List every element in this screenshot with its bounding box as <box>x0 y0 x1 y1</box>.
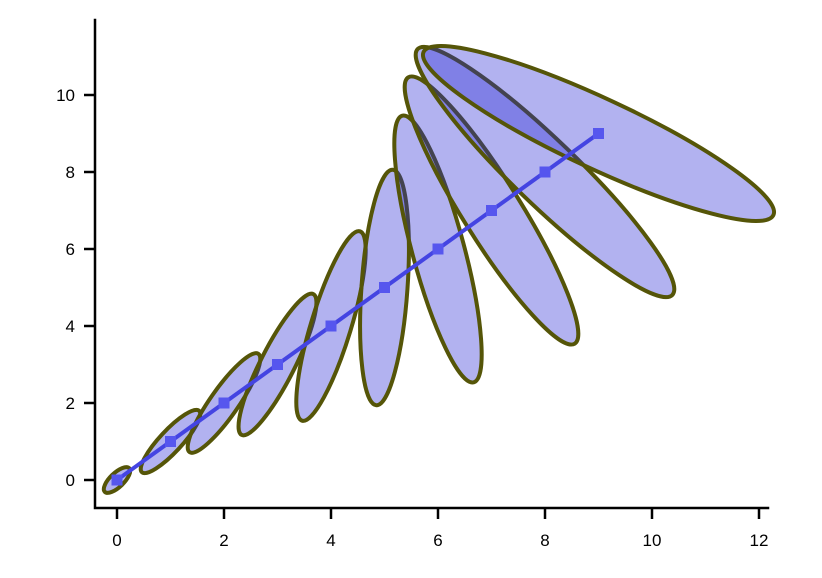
y-axis-tick-label: 0 <box>66 471 75 490</box>
data-point-marker <box>111 474 123 486</box>
x-axis-tick-label: 2 <box>219 531 228 550</box>
y-axis-tick-label: 6 <box>66 240 75 259</box>
x-axis-tick-label: 0 <box>112 531 121 550</box>
x-axis-tick-label: 6 <box>433 531 442 550</box>
y-axis-tick-label: 10 <box>56 86 75 105</box>
data-point-marker <box>379 282 390 293</box>
data-point-marker <box>325 320 337 332</box>
data-point-marker <box>432 243 444 255</box>
y-axis-tick-label: 4 <box>66 317 75 336</box>
y-axis-tick-label: 2 <box>66 394 75 413</box>
data-point-marker <box>218 397 230 409</box>
series-line <box>115 131 600 482</box>
x-axis-tick-label: 4 <box>326 531 335 550</box>
data-point-marker <box>539 166 551 178</box>
data-point-marker <box>486 205 497 216</box>
data-point-marker <box>165 436 176 447</box>
x-axis-tick-label: 8 <box>540 531 549 550</box>
x-axis-tick-label: 12 <box>750 531 769 550</box>
data-point-marker <box>272 359 283 370</box>
x-axis-tick-label: 10 <box>643 531 662 550</box>
axis-frame <box>93 18 770 510</box>
data-point-marker <box>593 128 604 139</box>
y-axis-tick-label: 8 <box>66 163 75 182</box>
